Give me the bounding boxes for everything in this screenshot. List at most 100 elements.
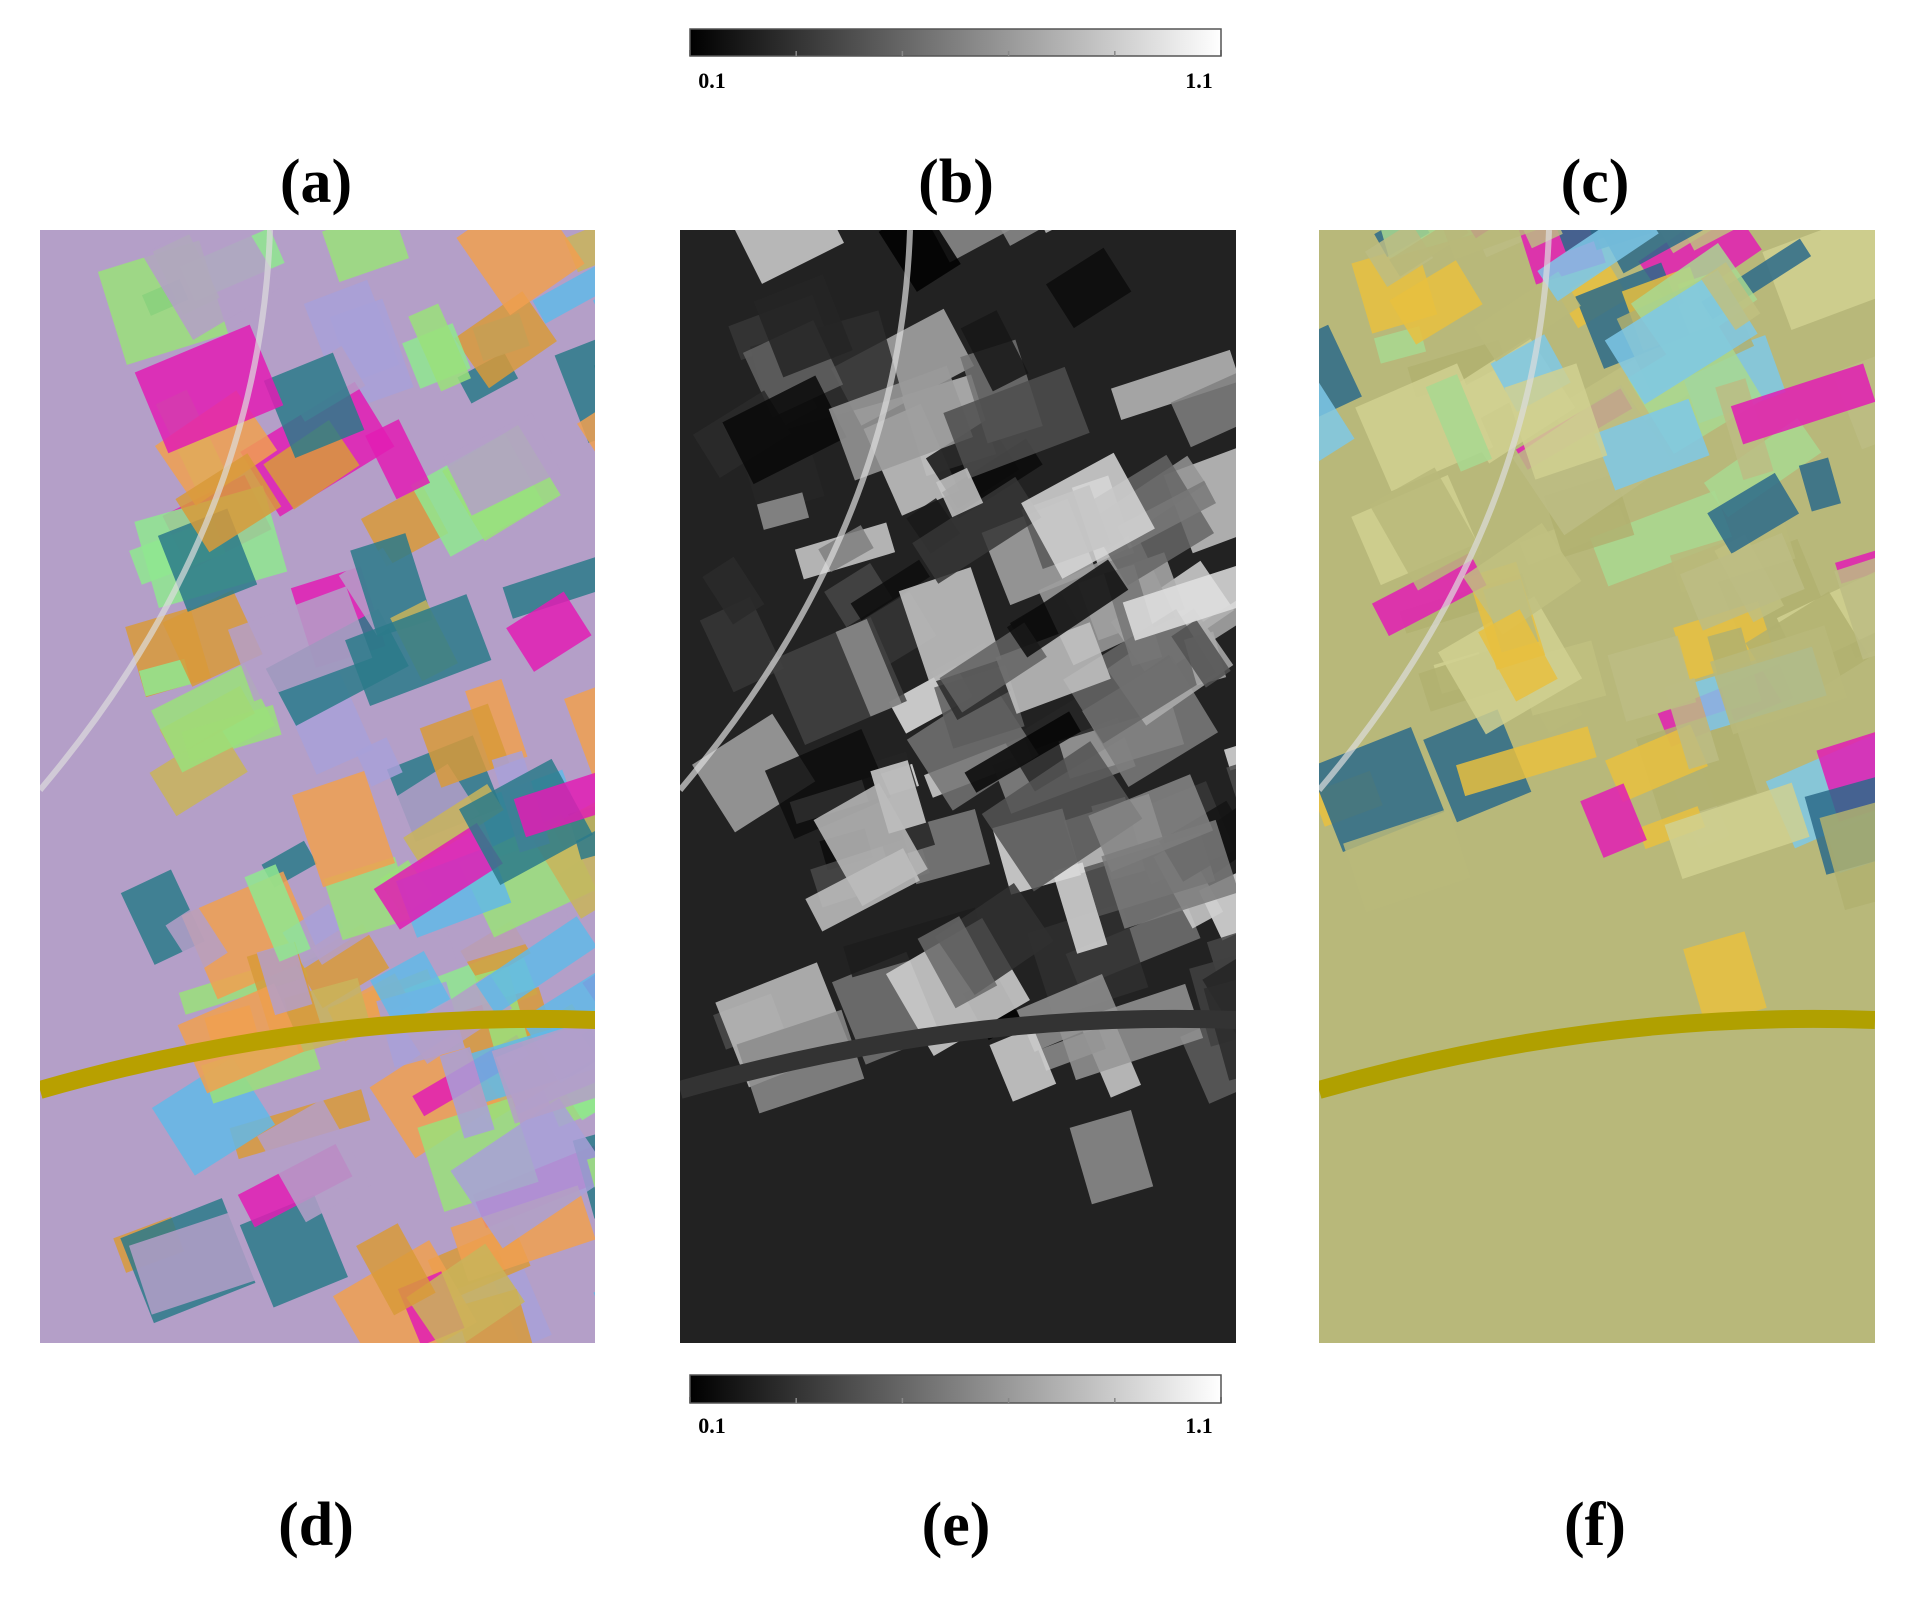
field-patch [408, 303, 471, 392]
colorbar-tick-label: 0.1 [698, 1413, 726, 1438]
field-patch [1762, 230, 1875, 330]
field-patch [1348, 40, 1447, 143]
field-patch [1433, 137, 1487, 193]
field-patch [355, 737, 403, 787]
field-patch [994, 46, 1057, 134]
field-patch [419, 703, 510, 788]
field-patch [764, 729, 891, 840]
field-patch [980, 0, 1082, 24]
field-patch [165, 905, 228, 974]
road [40, 230, 273, 792]
field-patch [1818, 56, 1905, 176]
field-patch [1537, 230, 1659, 302]
field-patch [532, 264, 595, 324]
field-patch [1235, 53, 1333, 141]
field-patch [1046, 247, 1132, 329]
field-patch [1151, 92, 1266, 211]
field-patch [1664, 677, 1720, 770]
field-patch [1027, 903, 1149, 1018]
image-rgb-filtered [1235, 9, 1905, 1343]
field-patch [1122, 559, 1236, 641]
field-patch [1531, 21, 1599, 102]
field-patch [722, 375, 847, 485]
field-patch [1322, 51, 1422, 148]
field-patch [1237, 172, 1292, 222]
field-patch [151, 663, 276, 773]
field-patch [1170, 355, 1236, 448]
field-patch [734, 114, 807, 218]
field-patch [1101, 819, 1236, 929]
field-patch [1080, 112, 1137, 160]
field-patch [227, 586, 373, 702]
field-patch [989, 1027, 1057, 1102]
image-gray [680, 0, 1328, 1343]
field-patch [295, 923, 390, 1009]
field-patch [263, 420, 360, 510]
field-patch [964, 711, 1081, 793]
field-patch [828, 365, 973, 481]
field-patch [1580, 783, 1647, 858]
field-patch [1456, 726, 1597, 797]
field-patch [995, 622, 1111, 714]
field-patch [365, 419, 431, 500]
field-patch [506, 591, 592, 672]
field-patch [292, 771, 396, 888]
field-patch [256, 941, 313, 1016]
field-patch [1589, 490, 1733, 587]
image-rgb [40, 230, 686, 1343]
field-patch [1700, 262, 1761, 331]
field-patch [1594, 398, 1710, 491]
field-patch [1069, 1110, 1154, 1205]
panel-label: (e) [922, 1491, 991, 1559]
field-patch [596, 1114, 682, 1205]
field-patch [1264, 47, 1317, 102]
field-patch [386, 763, 480, 854]
field-patch [898, 567, 1002, 684]
field-patch [699, 596, 784, 693]
field-patch [244, 864, 311, 962]
panel-label: (c) [1561, 148, 1630, 216]
field-patch [1167, 77, 1276, 192]
field-patch [239, 1194, 348, 1308]
field-patch [1753, 93, 1877, 185]
field-patch [878, 230, 961, 292]
field-patch [710, 0, 758, 7]
field-patch [989, 93, 1108, 209]
field-patch [142, 230, 282, 341]
field-patch [1679, 532, 1805, 631]
field-patch [936, 467, 984, 518]
colorbar [689, 1374, 1222, 1404]
field-patch [465, 679, 528, 769]
colorbar-tick-label: 0.1 [698, 68, 726, 93]
road [1319, 230, 1552, 792]
field-patch [1058, 983, 1204, 1081]
field-patch [1165, 139, 1235, 197]
colorbar-tick-label: 1.1 [1185, 1413, 1213, 1438]
field-patch [1389, 260, 1483, 345]
field-patch [1462, 522, 1582, 635]
field-patch [1283, 75, 1378, 146]
field-patch [1180, 989, 1236, 1104]
field-patch [1343, 808, 1471, 913]
field-patch [616, 468, 686, 526]
field-patch [981, 741, 1143, 892]
field-patch [1664, 782, 1810, 879]
field-patch [1395, 9, 1538, 126]
field-patch [263, 352, 365, 458]
field-patch [813, 783, 928, 907]
field-patch [257, 1099, 372, 1223]
field-patch [1730, 363, 1875, 445]
field-patch [1017, 230, 1136, 233]
panel-label: (a) [280, 148, 352, 216]
field-patch [1425, 374, 1493, 472]
field-patch [554, 324, 595, 443]
field-patch [1243, 817, 1328, 881]
field-patch [709, 50, 839, 175]
field-patch [1449, 230, 1579, 239]
field-patch [996, 84, 1065, 150]
field-patch [786, 47, 940, 182]
field-patch [1428, 230, 1573, 260]
field-patch [406, 1243, 525, 1343]
field-patch [1834, 534, 1875, 660]
field-patch [356, 1223, 436, 1316]
